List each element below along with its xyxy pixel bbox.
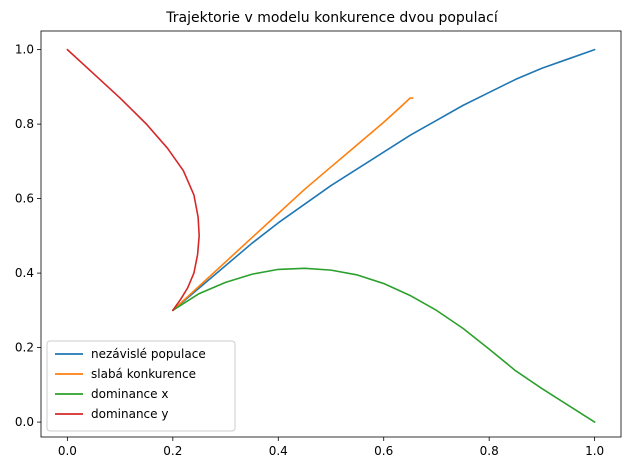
legend-label: dominance x xyxy=(91,387,168,401)
plot-area xyxy=(66,48,596,423)
y-tick-label: 0.0 xyxy=(15,415,34,429)
series-line-1 xyxy=(172,48,596,312)
x-tick-label: 0.0 xyxy=(58,444,77,458)
series-line-4 xyxy=(66,48,200,312)
series-line-2 xyxy=(172,97,414,312)
x-tick-label: 0.4 xyxy=(269,444,288,458)
y-tick-label: 1.0 xyxy=(15,43,34,57)
legend-box xyxy=(46,340,236,432)
legend-label: nezávislé populace xyxy=(91,347,206,361)
x-tick-label: 0.8 xyxy=(480,444,499,458)
x-tick-label: 0.2 xyxy=(163,444,182,458)
y-tick-label: 0.8 xyxy=(15,117,34,131)
chart-title: Trajektorie v modelu konkurence dvou pop… xyxy=(165,10,499,26)
y-tick-label: 0.2 xyxy=(15,341,34,355)
x-tick-label: 1.0 xyxy=(585,444,604,458)
legend-label: slabá konkurence xyxy=(91,367,196,381)
legend: nezávislé populace slabá konkurence domina… xyxy=(46,340,236,432)
series-line-3 xyxy=(172,267,596,423)
x-tick-label: 0.6 xyxy=(374,444,393,458)
axes-frame xyxy=(40,30,622,438)
y-tick-label: 0.6 xyxy=(15,192,34,206)
y-tick-label: 0.4 xyxy=(15,266,34,280)
legend-label: dominance y xyxy=(91,407,168,421)
axis-ticks: 0.0 0.2 0.4 0.6 0.8 1.0 0.0 0.2 0.4 0.6 0.8 1.0 xyxy=(15,43,604,458)
